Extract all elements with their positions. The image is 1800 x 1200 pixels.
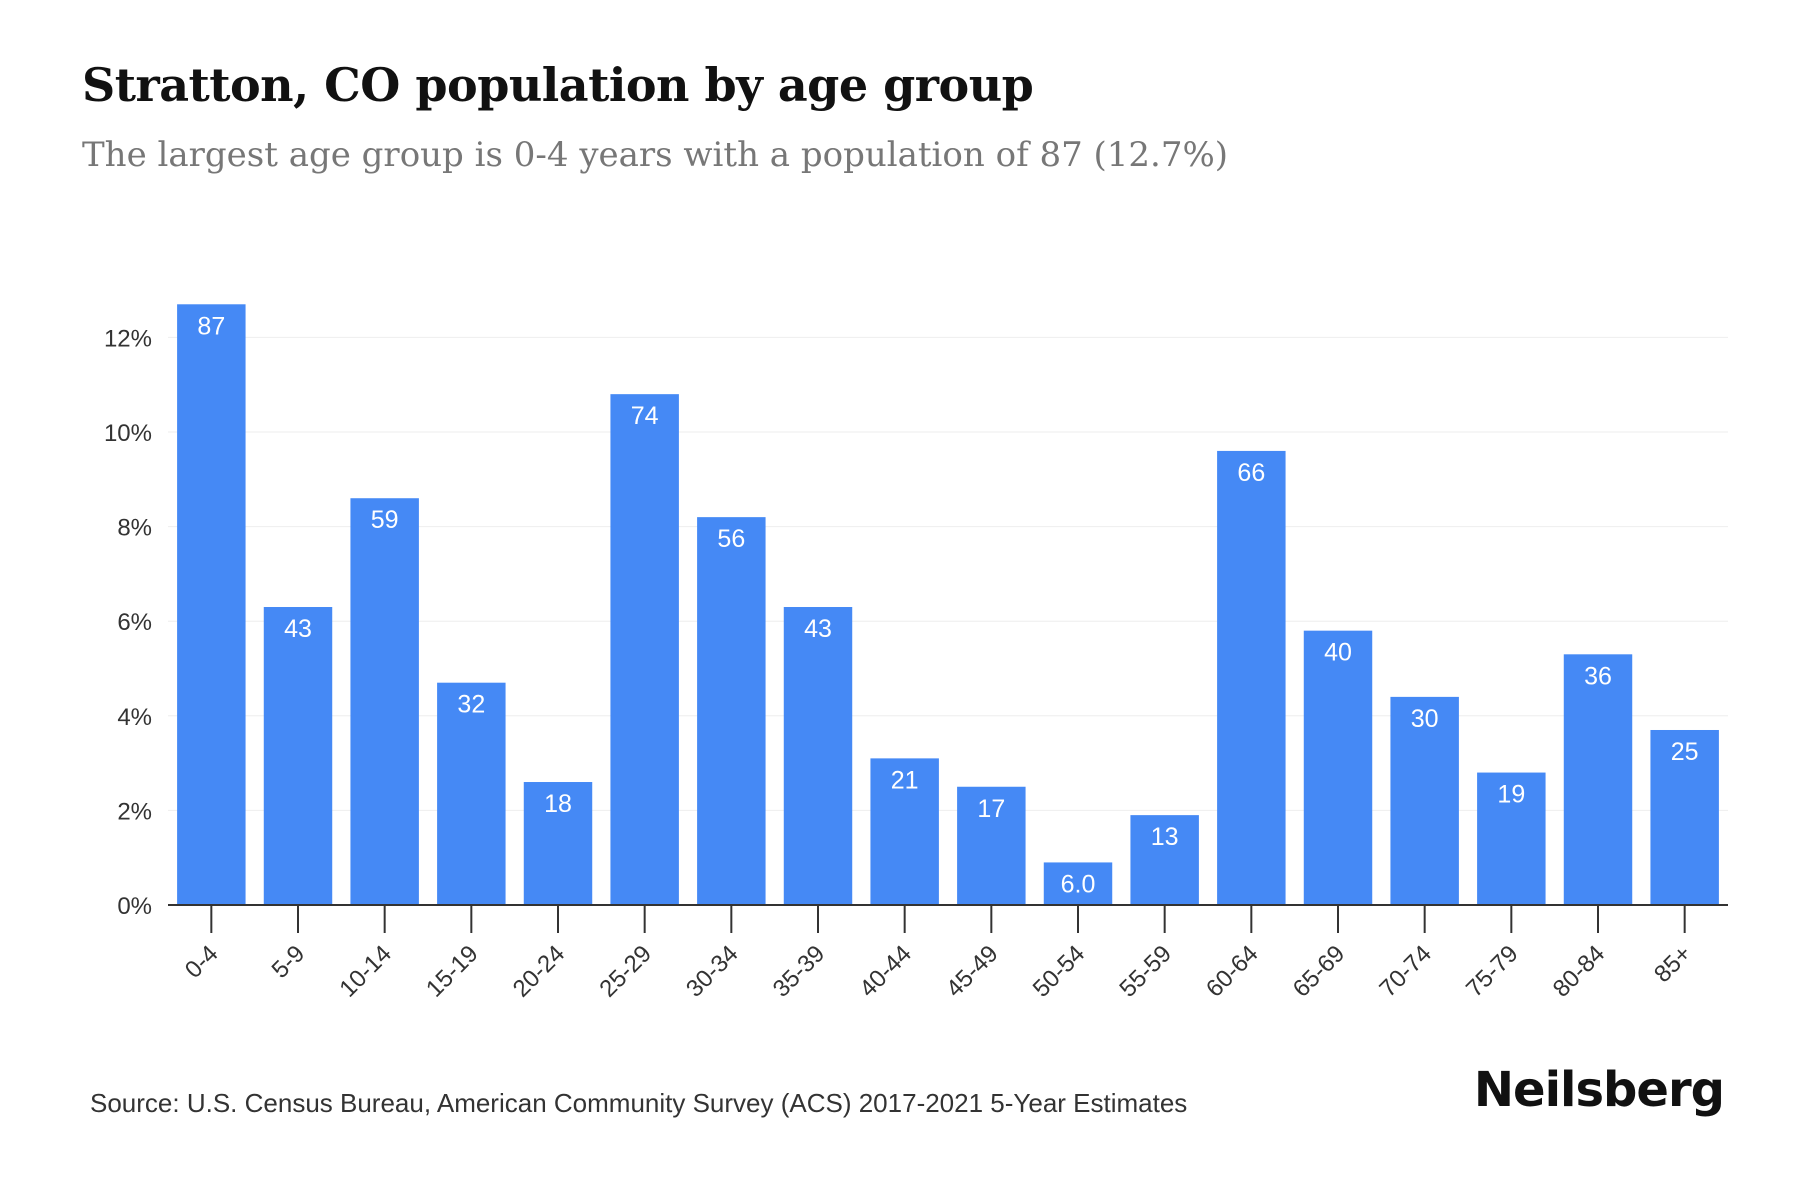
bar xyxy=(1130,815,1199,905)
x-tick-label: 25-29 xyxy=(594,940,657,1003)
gridlines xyxy=(168,336,1728,811)
bar xyxy=(350,498,419,905)
bar-value-label: 56 xyxy=(717,525,745,553)
y-tick-label: 4% xyxy=(117,704,152,731)
bar xyxy=(1217,450,1286,905)
bar xyxy=(1477,772,1546,905)
bar xyxy=(783,607,853,905)
x-tick-label: 5-9 xyxy=(267,940,311,984)
bar-value-label: 21 xyxy=(891,766,919,794)
bar-value-label: 43 xyxy=(284,615,312,643)
bar-value-label: 43 xyxy=(804,615,832,643)
bar xyxy=(1650,729,1719,905)
bar xyxy=(610,394,679,905)
y-tick-label: 12% xyxy=(104,325,152,352)
bars: 87 43 59 32 18 74 56 43 21 17 6.0 13 66 40 30 19 36 25 xyxy=(177,304,1719,905)
x-tick-label: 40-44 xyxy=(854,940,917,1003)
bar-value-label: 18 xyxy=(544,790,572,818)
bar-value-label: 19 xyxy=(1497,781,1525,809)
x-tick-label: 45-49 xyxy=(941,940,1004,1003)
bar-value-label: 36 xyxy=(1584,662,1612,690)
x-tick-label: 35-39 xyxy=(768,940,831,1003)
bar-value-label: 40 xyxy=(1324,639,1352,667)
x-tick-label: 0-4 xyxy=(180,940,224,984)
x-tick-label: 75-79 xyxy=(1461,940,1524,1003)
bar-value-label: 30 xyxy=(1411,705,1439,733)
y-tick-label: 8% xyxy=(117,515,152,542)
bar xyxy=(870,758,939,905)
x-tick-label: 60-64 xyxy=(1201,940,1264,1003)
bar-value-label: 6.0 xyxy=(1061,870,1096,898)
chart-subtitle: The largest age group is 0-4 years with … xyxy=(82,135,1229,175)
x-tick-label: 15-19 xyxy=(421,940,484,1003)
x-tick-label: 70-74 xyxy=(1374,940,1437,1003)
x-tick-label: 50-54 xyxy=(1028,940,1091,1003)
bar-value-label: 13 xyxy=(1151,823,1179,851)
x-tick-label: 85+ xyxy=(1649,940,1697,988)
bar-value-label: 17 xyxy=(977,795,1005,823)
bar xyxy=(1563,654,1633,905)
y-tick-label: 2% xyxy=(117,798,152,825)
neilsberg-logo: Neilsberg xyxy=(1473,1062,1725,1118)
x-axis: 0-4 5-9 10-14 15-19 20-24 25-29 30-34 35-39 40-4… xyxy=(168,904,1728,1003)
bar xyxy=(437,682,506,905)
bar xyxy=(957,786,1026,905)
bar-value-label: 74 xyxy=(631,402,659,430)
bar xyxy=(697,517,766,905)
bar-value-label: 66 xyxy=(1237,459,1265,487)
bar-value-label: 59 xyxy=(371,506,399,534)
bar-value-label: 32 xyxy=(457,691,485,719)
bar xyxy=(523,782,593,905)
x-tick-label: 20-24 xyxy=(508,940,571,1003)
bar xyxy=(1303,630,1373,905)
x-tick-label: 55-59 xyxy=(1114,940,1177,1003)
source-note: Source: U.S. Census Bureau, American Com… xyxy=(90,1088,1188,1118)
bar xyxy=(1043,862,1113,905)
bar xyxy=(263,607,333,905)
bar-value-label: 87 xyxy=(197,312,225,340)
y-tick-label: 10% xyxy=(104,420,152,447)
y-axis-ticks: 0% 2% 4% 6% 8% 10% 12% xyxy=(104,325,152,920)
bar xyxy=(1390,696,1459,905)
bar xyxy=(177,304,246,905)
x-tick-label: 65-69 xyxy=(1288,940,1351,1003)
x-tick-label: 10-14 xyxy=(334,940,397,1003)
y-tick-label: 0% xyxy=(117,893,152,920)
x-tick-label: 80-84 xyxy=(1548,940,1611,1003)
bar-value-label: 25 xyxy=(1671,738,1699,766)
y-tick-label: 6% xyxy=(117,609,152,636)
x-tick-label: 30-34 xyxy=(681,940,744,1003)
chart-title: Stratton, CO population by age group xyxy=(82,58,1034,112)
